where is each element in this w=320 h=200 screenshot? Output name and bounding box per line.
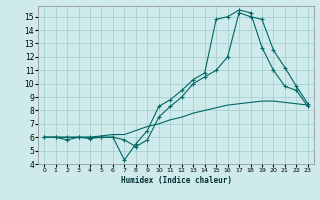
X-axis label: Humidex (Indice chaleur): Humidex (Indice chaleur): [121, 176, 231, 185]
